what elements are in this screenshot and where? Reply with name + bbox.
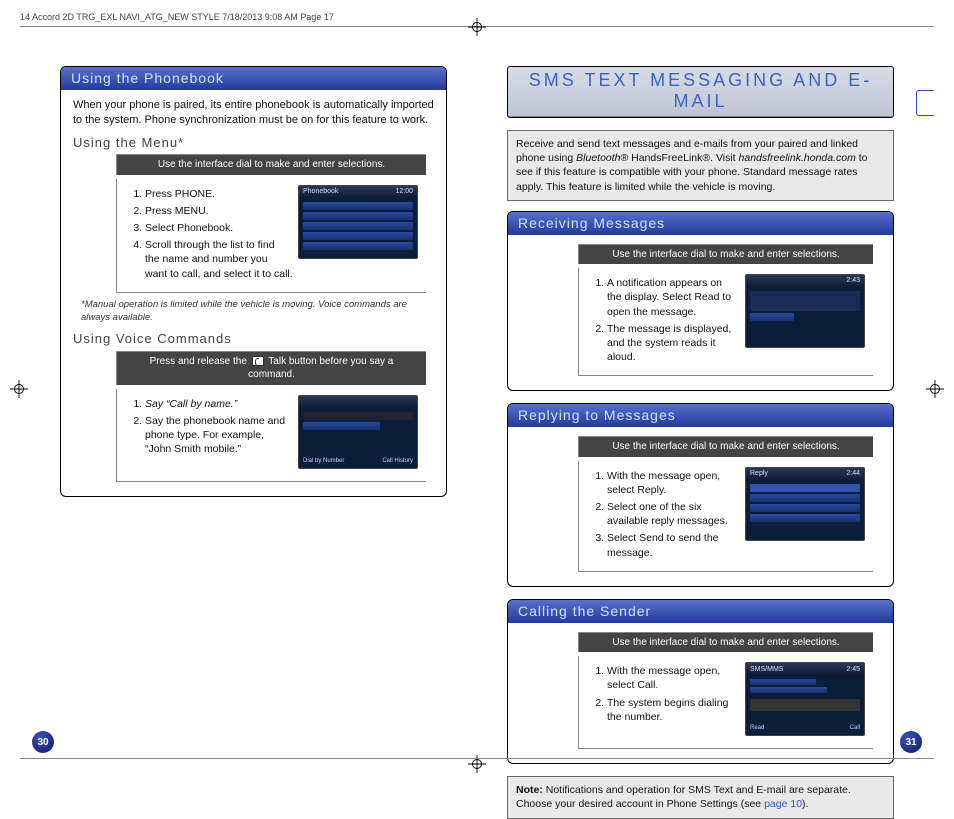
instruction-bar: Use the interface dial to make and enter… [578, 244, 873, 265]
screenshot-calling: SMS/MMS2:45 ReadCall [745, 662, 865, 736]
frame-phonebook: Using the Phonebook When your phone is p… [60, 66, 447, 497]
steps-replying: Reply2:44 With the message open, select … [578, 461, 873, 572]
instruction-bar: Use the interface dial to make and enter… [116, 154, 426, 175]
frame-title: Replying to Messages [508, 404, 893, 427]
steps-receiving: 2:43 A notification appears on the displ… [578, 268, 873, 376]
note-box: Note: Notifications and operation for SM… [507, 776, 894, 818]
page-number-left: 30 [32, 731, 54, 753]
screenshot-phonebook: Phonebook12:00 [298, 185, 418, 259]
screenshot-receiving: 2:43 [745, 274, 865, 348]
page-number-right: 31 [900, 731, 922, 753]
instruction-bar: Use the interface dial to make and enter… [578, 632, 873, 653]
frame-title: Receiving Messages [508, 212, 893, 235]
frame-replying: Replying to Messages Use the interface d… [507, 403, 894, 587]
steps-voice: Dial by NumberCall History Say “Call by … [116, 389, 426, 482]
steps-calling: SMS/MMS2:45 ReadCall With the message op… [578, 656, 873, 749]
frame-title: Using the Phonebook [61, 67, 446, 90]
rule-bottom [20, 758, 934, 759]
intro-text: When your phone is paired, its entire ph… [73, 98, 434, 128]
instruction-bar-voice: Press and release the Talk button before… [116, 351, 426, 385]
frame-calling: Calling the Sender Use the interface dia… [507, 599, 894, 765]
frame-hero: SMS TEXT MESSAGING AND E-MAIL [507, 66, 894, 118]
subhead-voice: Using Voice Commands [73, 330, 436, 348]
hero-body: Receive and send text messages and e-mai… [507, 130, 894, 201]
frame-title: Calling the Sender [508, 600, 893, 623]
hero-title: SMS TEXT MESSAGING AND E-MAIL [508, 67, 893, 117]
frame-receiving: Receiving Messages Use the interface dia… [507, 211, 894, 392]
talk-icon [252, 356, 264, 366]
screenshot-replying: Reply2:44 [745, 467, 865, 541]
subhead-menu: Using the Menu* [73, 134, 436, 152]
reg-mark-top [468, 18, 486, 36]
screenshot-voice: Dial by NumberCall History [298, 395, 418, 469]
instruction-bar: Use the interface dial to make and enter… [578, 436, 873, 457]
header-meta: 14 Accord 2D TRG_EXL NAVI_ATG_NEW STYLE … [20, 12, 334, 22]
footnote: *Manual operation is limited while the v… [81, 299, 430, 325]
steps-menu: Phonebook12:00 Press PHONE. Press MENU. … [116, 179, 426, 293]
page-link[interactable]: page 10 [764, 798, 802, 810]
